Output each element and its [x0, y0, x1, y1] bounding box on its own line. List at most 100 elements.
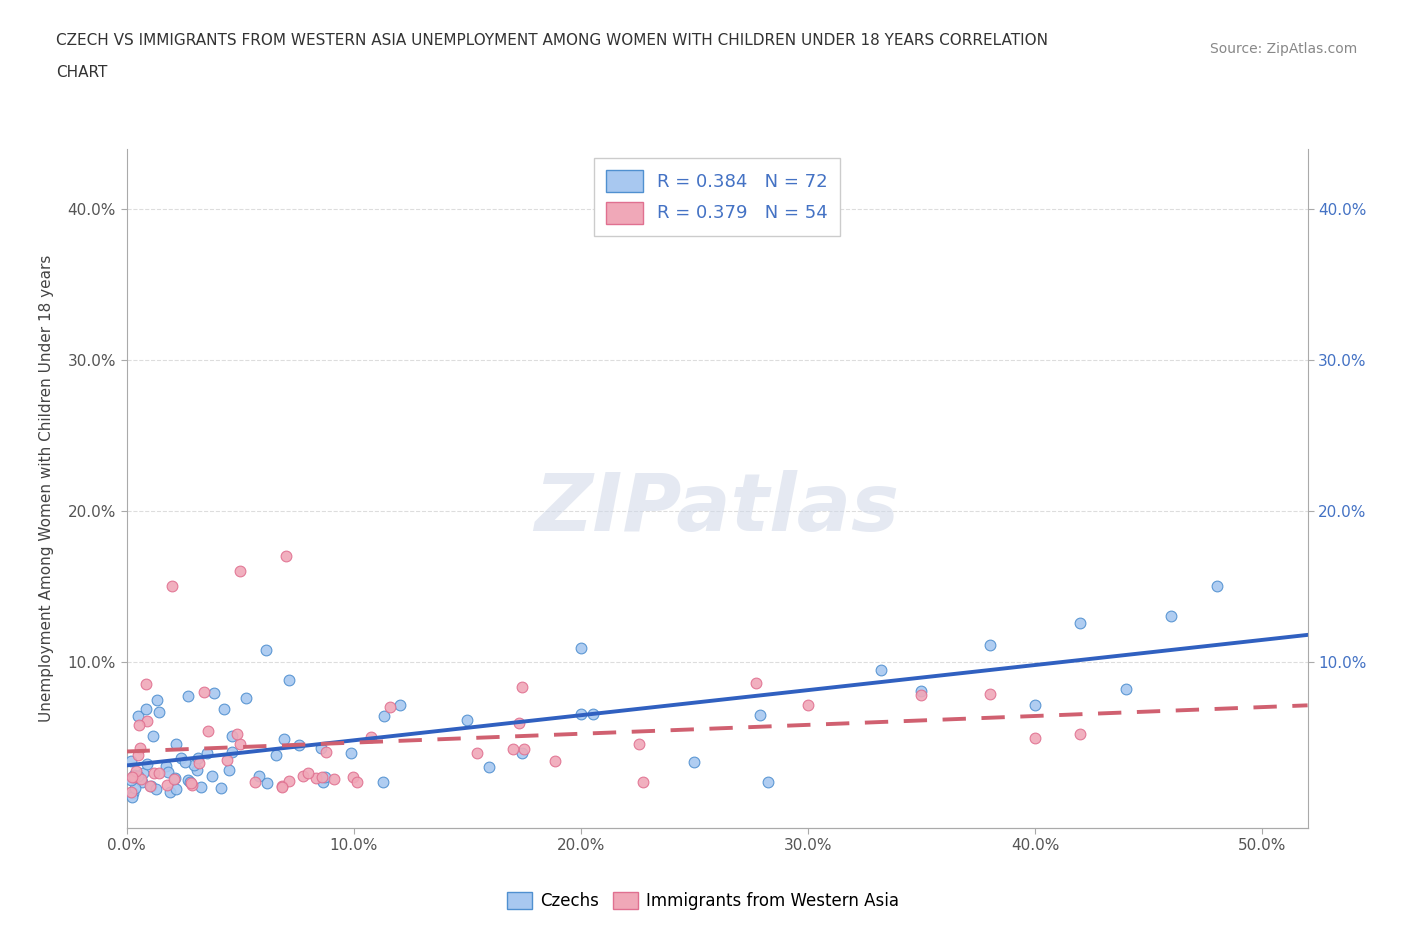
Point — [979, 687, 1001, 702]
Point — [342, 770, 364, 785]
Point — [277, 672, 299, 687]
Point — [170, 751, 193, 765]
Point — [183, 757, 205, 772]
Y-axis label: Unemployment Among Women with Children Under 18 years: Unemployment Among Women with Children U… — [39, 255, 53, 722]
Point — [910, 688, 932, 703]
Point — [465, 745, 488, 760]
Point — [155, 759, 177, 774]
Point — [128, 718, 150, 733]
Point — [202, 685, 225, 700]
Point — [249, 768, 271, 783]
Point — [380, 700, 402, 715]
Point — [124, 770, 146, 785]
Point — [135, 701, 157, 716]
Point — [569, 707, 592, 722]
Point — [756, 775, 779, 790]
Point — [127, 768, 149, 783]
Legend: Czechs, Immigrants from Western Asia: Czechs, Immigrants from Western Asia — [501, 885, 905, 917]
Point — [870, 662, 893, 677]
Point — [264, 748, 287, 763]
Point — [292, 768, 315, 783]
Point — [1069, 616, 1091, 631]
Point — [181, 777, 204, 792]
Point — [510, 746, 533, 761]
Point — [226, 726, 249, 741]
Point — [274, 549, 297, 564]
Legend: R = 0.384   N = 72, R = 0.379   N = 54: R = 0.384 N = 72, R = 0.379 N = 54 — [593, 158, 841, 236]
Point — [136, 713, 159, 728]
Point — [235, 691, 257, 706]
Point — [745, 676, 768, 691]
Point — [243, 775, 266, 790]
Point — [288, 738, 311, 753]
Point — [163, 772, 186, 787]
Point — [131, 775, 153, 790]
Point — [748, 708, 770, 723]
Text: ZIPatlas: ZIPatlas — [534, 470, 900, 548]
Point — [389, 698, 412, 712]
Point — [221, 744, 243, 759]
Point — [209, 780, 232, 795]
Point — [569, 641, 592, 656]
Point — [190, 780, 212, 795]
Point — [228, 737, 250, 751]
Point — [187, 751, 209, 765]
Point — [510, 679, 533, 694]
Point — [373, 775, 395, 790]
Point — [197, 724, 219, 738]
Point — [148, 765, 170, 780]
Point — [163, 770, 186, 785]
Text: Source: ZipAtlas.com: Source: ZipAtlas.com — [1209, 42, 1357, 56]
Point — [305, 770, 328, 785]
Point — [201, 768, 224, 783]
Text: CZECH VS IMMIGRANTS FROM WESTERN ASIA UNEMPLOYMENT AMONG WOMEN WITH CHILDREN UND: CZECH VS IMMIGRANTS FROM WESTERN ASIA UN… — [56, 33, 1049, 47]
Point — [186, 763, 208, 777]
Point — [174, 754, 197, 769]
Point — [373, 709, 395, 724]
Point — [121, 769, 143, 784]
Point — [311, 769, 333, 784]
Point — [478, 760, 501, 775]
Point — [160, 578, 183, 593]
Point — [1024, 698, 1046, 712]
Point — [1160, 608, 1182, 623]
Point — [682, 754, 704, 769]
Point — [142, 728, 165, 743]
Point — [312, 775, 335, 790]
Point — [120, 773, 142, 788]
Point — [129, 740, 152, 755]
Point — [124, 781, 146, 796]
Point — [193, 685, 215, 700]
Point — [270, 779, 292, 794]
Point — [1115, 682, 1137, 697]
Point — [122, 767, 145, 782]
Point — [143, 766, 166, 781]
Text: CHART: CHART — [56, 65, 108, 80]
Point — [148, 704, 170, 719]
Point — [176, 772, 198, 787]
Point — [129, 772, 152, 787]
Point — [156, 777, 179, 792]
Point — [256, 776, 278, 790]
Point — [127, 748, 149, 763]
Point — [254, 643, 277, 658]
Point — [1024, 730, 1046, 745]
Point — [165, 737, 187, 751]
Point — [180, 776, 202, 790]
Point — [146, 693, 169, 708]
Point — [508, 715, 530, 730]
Point — [125, 764, 148, 778]
Point — [188, 755, 211, 770]
Point — [120, 784, 142, 799]
Point — [979, 638, 1001, 653]
Point — [273, 732, 295, 747]
Point — [179, 775, 201, 790]
Point — [141, 778, 163, 793]
Point — [177, 689, 200, 704]
Point — [311, 741, 333, 756]
Point — [131, 765, 153, 780]
Point — [544, 753, 567, 768]
Point — [297, 765, 319, 780]
Point — [121, 789, 143, 804]
Point — [271, 778, 294, 793]
